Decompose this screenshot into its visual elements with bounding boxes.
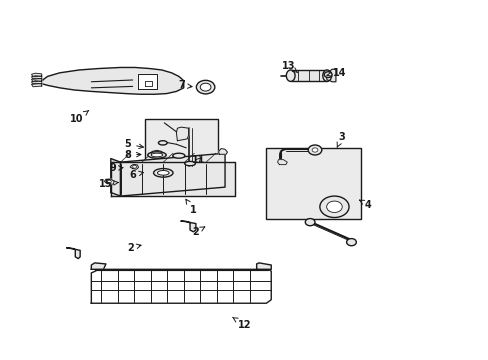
Text: 9: 9: [110, 163, 123, 173]
Ellipse shape: [196, 80, 214, 94]
Text: 13: 13: [281, 61, 297, 73]
Polygon shape: [31, 73, 41, 77]
Bar: [266, 148, 361, 219]
Text: 4: 4: [359, 200, 371, 210]
Text: 2: 2: [192, 227, 204, 237]
Text: 3: 3: [336, 132, 345, 148]
Text: 6: 6: [129, 170, 143, 180]
Bar: [144, 119, 217, 169]
Polygon shape: [91, 269, 271, 303]
Circle shape: [311, 148, 317, 152]
Text: 10: 10: [70, 111, 88, 124]
Polygon shape: [67, 248, 80, 258]
Polygon shape: [31, 81, 41, 84]
Ellipse shape: [153, 168, 173, 177]
Polygon shape: [325, 69, 335, 82]
Bar: [290, 70, 326, 81]
Text: 12: 12: [232, 318, 251, 330]
Ellipse shape: [157, 171, 169, 175]
Text: 11: 11: [191, 156, 204, 165]
Polygon shape: [151, 150, 162, 156]
Ellipse shape: [147, 152, 166, 158]
Circle shape: [346, 239, 356, 246]
Circle shape: [132, 165, 136, 168]
Ellipse shape: [322, 70, 331, 81]
Text: 14: 14: [326, 68, 346, 78]
Ellipse shape: [151, 153, 163, 157]
Polygon shape: [181, 221, 196, 232]
Polygon shape: [31, 83, 41, 87]
Polygon shape: [137, 73, 157, 89]
Ellipse shape: [286, 70, 294, 81]
Ellipse shape: [158, 141, 167, 145]
Polygon shape: [256, 263, 271, 269]
Polygon shape: [144, 81, 152, 86]
Polygon shape: [95, 269, 267, 270]
Ellipse shape: [200, 83, 210, 91]
Polygon shape: [277, 159, 287, 165]
Circle shape: [326, 201, 342, 212]
Polygon shape: [218, 149, 227, 154]
Ellipse shape: [184, 161, 195, 166]
Polygon shape: [91, 263, 106, 269]
Polygon shape: [31, 76, 41, 79]
Text: 8: 8: [124, 150, 141, 160]
Polygon shape: [130, 164, 138, 169]
Circle shape: [305, 219, 314, 226]
Circle shape: [107, 180, 111, 183]
Text: 15: 15: [99, 179, 118, 189]
Text: 2: 2: [126, 243, 141, 253]
Text: 7: 7: [178, 80, 192, 90]
Polygon shape: [176, 127, 188, 141]
Polygon shape: [31, 78, 41, 82]
Polygon shape: [111, 162, 234, 196]
Polygon shape: [111, 158, 120, 196]
Polygon shape: [104, 179, 114, 184]
Ellipse shape: [172, 153, 184, 158]
Circle shape: [324, 72, 331, 77]
Circle shape: [307, 145, 321, 155]
Text: 5: 5: [124, 139, 143, 149]
Circle shape: [319, 196, 348, 217]
Polygon shape: [120, 153, 224, 196]
Polygon shape: [40, 67, 183, 94]
Text: 1: 1: [185, 199, 196, 215]
